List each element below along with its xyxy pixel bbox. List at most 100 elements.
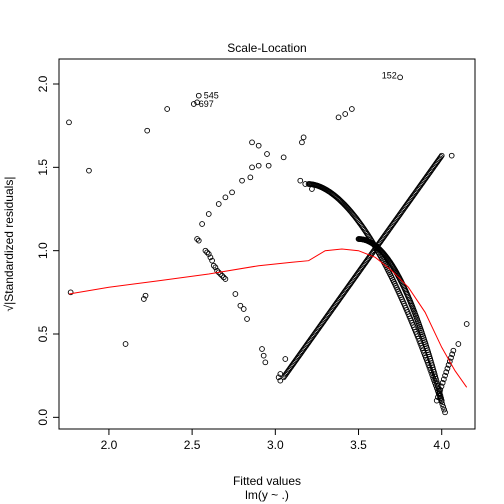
data-point [445,362,452,368]
x-tick-label: 2.0 [101,438,118,452]
data-point [144,127,151,134]
data-point [199,221,205,227]
data-point [249,164,255,171]
data-point [455,341,462,347]
y-tick-label: 1.5 [36,159,50,176]
data-point [255,162,262,169]
data-point [299,139,305,146]
data-point [249,139,255,146]
data-point [441,376,447,383]
data-point [442,409,448,416]
data-point [237,302,244,309]
data-point [210,262,217,269]
data-point [442,372,448,379]
data-point [439,379,446,386]
data-point [212,264,219,271]
x-axis: 2.0 2.5 3.0 3.5 4.0 [101,429,450,452]
data-point [342,111,349,117]
y-tick-label: 2.0 [36,75,50,92]
y-axis: 0.0 0.5 1.0 1.5 2.0 [36,75,59,426]
data-point [190,101,197,107]
data-point [277,377,284,384]
smooth-trend-line [68,248,468,388]
data-point [436,390,442,397]
data-point [363,229,370,236]
data-point [209,257,215,264]
data-point [437,154,444,160]
data-point [207,254,214,261]
x-axis-title: Fitted values [233,474,301,488]
data-point [441,406,447,413]
data-point [449,351,456,358]
data-point [437,387,444,393]
data-point [365,232,371,239]
data-point [424,359,431,366]
data-point [265,162,272,169]
data-point [204,249,210,256]
x-tick-label: 3.0 [267,438,284,452]
chart-title: Scale-Location [227,41,306,55]
x-axis-subtitle: lm(y ~ .) [245,488,289,502]
x-tick-label: 3.5 [350,438,367,452]
data-point [232,291,239,297]
y-axis-title: √|Standardized residuals| [2,177,16,312]
data-point [433,397,440,404]
data-point [67,289,74,296]
plot-frame [58,58,476,430]
point-label: 697 [199,99,214,109]
data-point [86,167,92,174]
data-point [194,236,200,242]
data-point [222,276,229,282]
data-point [397,74,403,81]
data-point [300,134,307,141]
data-point [260,352,267,359]
data-point [220,274,227,281]
point-label: 152 [382,71,397,81]
data-point [229,189,235,196]
data-point [438,152,445,159]
data-point [349,106,355,112]
data-point [66,119,72,126]
data-point [262,359,269,366]
data-point [444,365,451,372]
data-point [259,346,265,352]
point-label: 545 [204,91,219,101]
data-point [239,177,245,184]
data-point [446,358,453,365]
data-point [439,401,446,407]
data-point [202,247,209,254]
data-point [443,369,450,375]
data-point [122,341,129,347]
data-point [164,106,171,112]
data-point [240,306,247,312]
data-point [222,194,229,201]
data-point [264,151,270,157]
data-point [247,174,254,181]
data-point [440,403,447,410]
data-point [423,357,430,364]
data-point [205,251,212,257]
data-point [141,296,147,302]
data-point [450,347,457,354]
y-tick-label: 0.0 [36,409,50,426]
data-point [215,201,222,207]
data-point [438,395,444,402]
data-point [205,211,212,217]
data-point [297,177,304,184]
data-point [280,154,287,161]
x-tick-label: 2.5 [184,438,201,452]
data-point [448,354,454,361]
data-point [282,356,289,362]
data-point [255,142,262,149]
y-tick-label: 0.5 [36,325,50,342]
data-point [195,92,202,99]
y-tick-label: 1.0 [36,242,50,259]
data-point [438,383,445,390]
data-point [195,237,202,244]
data-points [66,74,470,416]
data-point [142,292,149,299]
data-point [364,231,371,237]
data-point [335,114,342,121]
